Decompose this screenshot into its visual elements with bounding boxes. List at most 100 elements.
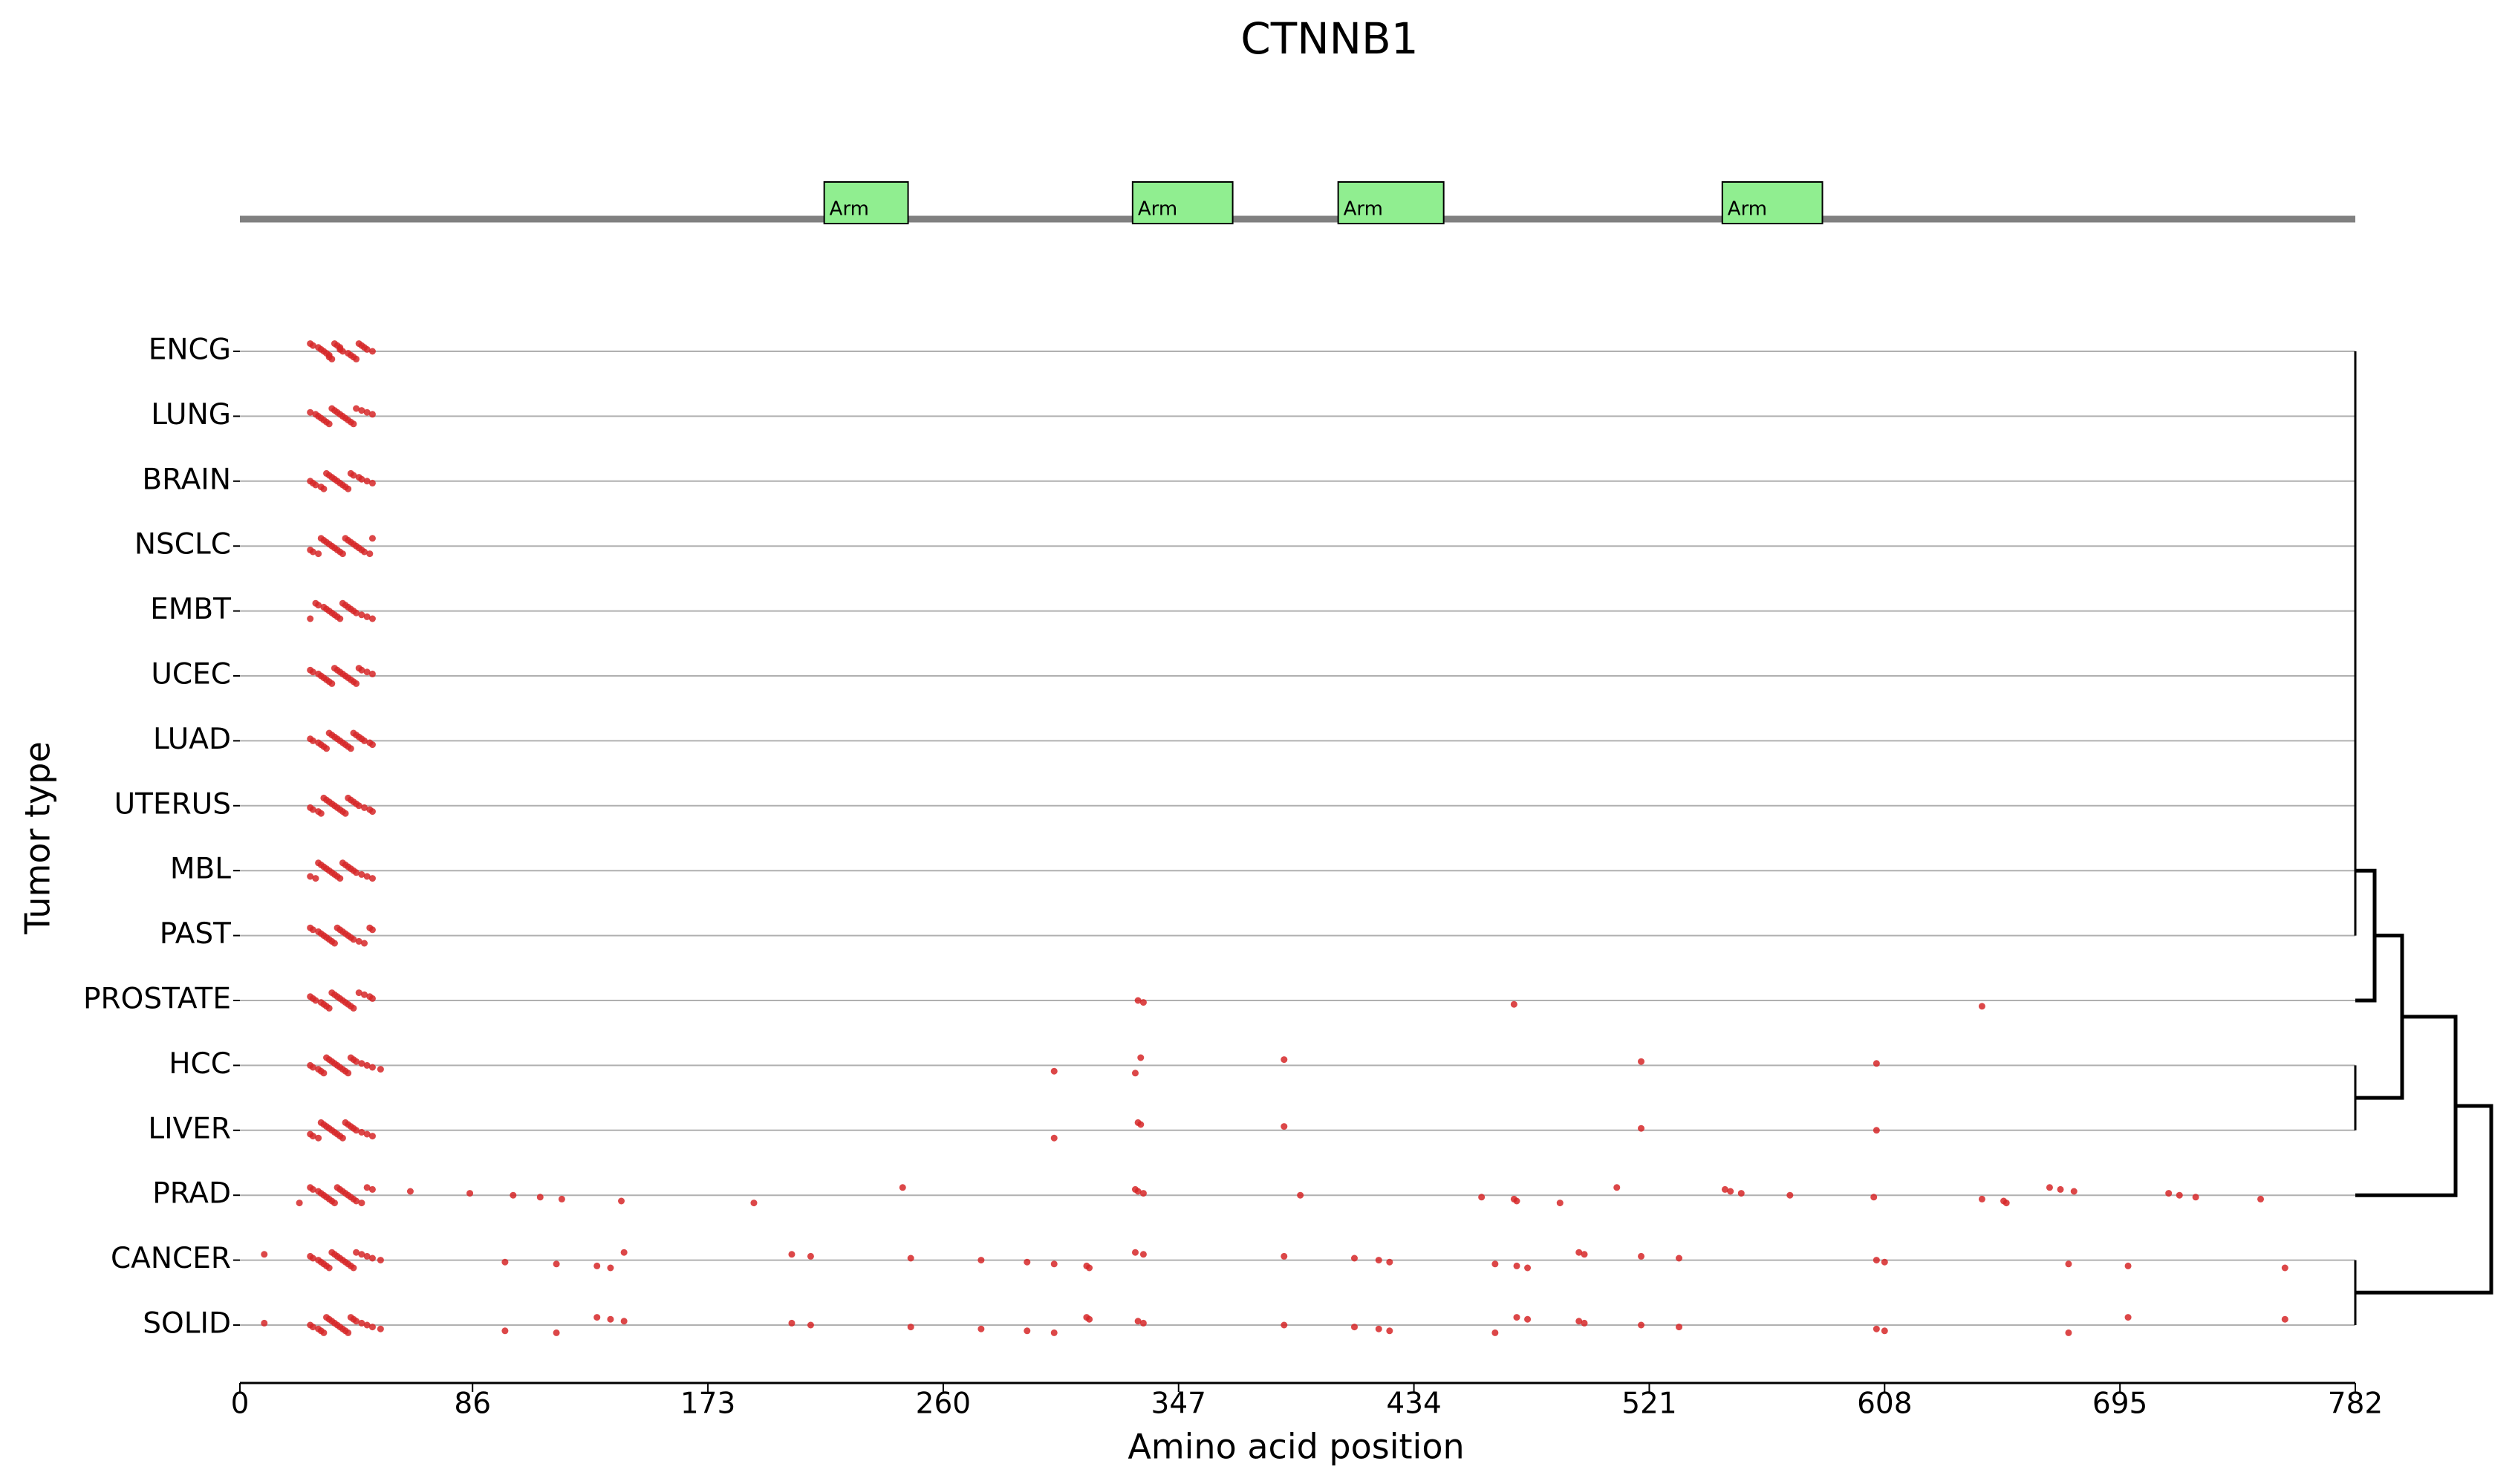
mutation-point [1024,1327,1031,1335]
mutation-point [1375,1257,1382,1264]
mutation-point [363,873,371,880]
mutation-point [368,535,376,542]
mutation-point [1134,1318,1142,1325]
mutation-point [309,806,316,813]
mutation-point [2281,1264,2288,1272]
mutation-point [1870,1194,1878,1201]
mutation-point [309,668,316,676]
mutation-point [331,940,338,947]
mutation-point [363,1321,371,1329]
mutation-point [1676,1254,1683,1262]
mutation-point [323,745,331,752]
mutation-point [358,666,365,674]
domain-box [823,181,909,224]
mutation-point [1281,1056,1288,1064]
mutation-point [1297,1191,1304,1199]
mutation-point [1881,1258,1888,1266]
mutation-point [355,989,362,997]
mutation-point [325,1264,333,1272]
mutation-point [1873,1325,1880,1332]
mutation-point [309,926,316,934]
mutation-point [353,1318,360,1325]
mutation-point [607,1264,614,1272]
mutation-point [355,802,362,810]
mutation-point [1873,1257,1880,1264]
mutation-point [1131,1249,1139,1256]
mutation-point [368,1133,376,1140]
mutation-point [1281,1321,1288,1329]
mutation-point [377,1066,384,1073]
mutation-point [1556,1200,1564,1207]
mutation-point [2046,1184,2053,1191]
mutation-point [309,1064,316,1071]
mutation-point [1513,1314,1520,1321]
mutation-point [977,1257,985,1264]
mutation-point [1478,1194,1486,1201]
mutation-point [361,737,368,744]
mutation-point [358,475,365,483]
mutation-point [363,345,371,353]
mutation-point [363,478,371,485]
mutation-point [261,1319,268,1327]
mutation-point [315,550,322,558]
mutation-point [339,1134,346,1142]
mutation-point [315,602,322,609]
mutation-point [331,1200,338,1207]
mutation-point [1131,1070,1139,1077]
y-tick-label: LIVER [148,1112,231,1145]
mutation-point [1350,1324,1358,1331]
mutation-point [899,1184,906,1191]
mutation-point [1978,1003,1985,1010]
mutation-point [350,1004,357,1012]
y-tick-label: CANCER [111,1242,231,1275]
mutation-point [368,670,376,677]
mutation-point [2192,1194,2199,1201]
mutation-point [347,745,354,752]
mutation-point [320,1329,328,1336]
mutation-point [553,1260,560,1268]
mutation-point [368,615,376,622]
mutation-point [1137,1054,1145,1061]
mutation-point [1721,1185,1728,1193]
mutation-point [1386,1258,1393,1266]
mutation-point [1137,1121,1145,1128]
mutation-point [312,481,319,489]
mutation-point [358,1128,365,1136]
mutation-point [296,1200,303,1207]
mutation-point [1513,1262,1520,1269]
mutation-point [536,1194,544,1201]
mutation-point [320,485,328,492]
mutation-point [2176,1191,2183,1199]
dendrogram [2355,868,2377,1003]
y-tick-label: LUAD [153,723,231,756]
mutation-point [553,1329,560,1336]
mutation-point [377,1325,384,1332]
mutation-point [339,550,346,558]
mutation-point [618,1197,625,1205]
mutation-point [1139,1319,1147,1327]
mutation-point [309,1324,316,1331]
mutation-point [363,668,371,676]
mutation-point [1513,1197,1520,1205]
domain-label: Arm [1344,198,1383,221]
mutation-point [1050,1067,1058,1075]
mutation-point [368,1064,376,1071]
mutation-point [1676,1324,1683,1331]
mutation-point [309,737,316,744]
mutation-point [361,991,368,998]
mutation-point [345,1070,352,1077]
y-tick-label: UTERUS [114,787,231,821]
mutation-point [309,1254,316,1262]
y-tick-label: BRAIN [142,463,231,496]
mutation-point [2281,1315,2288,1323]
mutation-point [1638,1058,1645,1065]
mutation-point [1050,1329,1058,1336]
chart-title: CTNNB1 [1240,13,1418,64]
mutation-point [2065,1329,2072,1336]
x-tick-label: 695 [2092,1387,2147,1421]
mutation-point [1524,1315,1532,1323]
mutation-point [2257,1195,2265,1203]
mutation-point [2070,1188,2078,1195]
x-tick-label: 434 [1386,1387,1441,1421]
